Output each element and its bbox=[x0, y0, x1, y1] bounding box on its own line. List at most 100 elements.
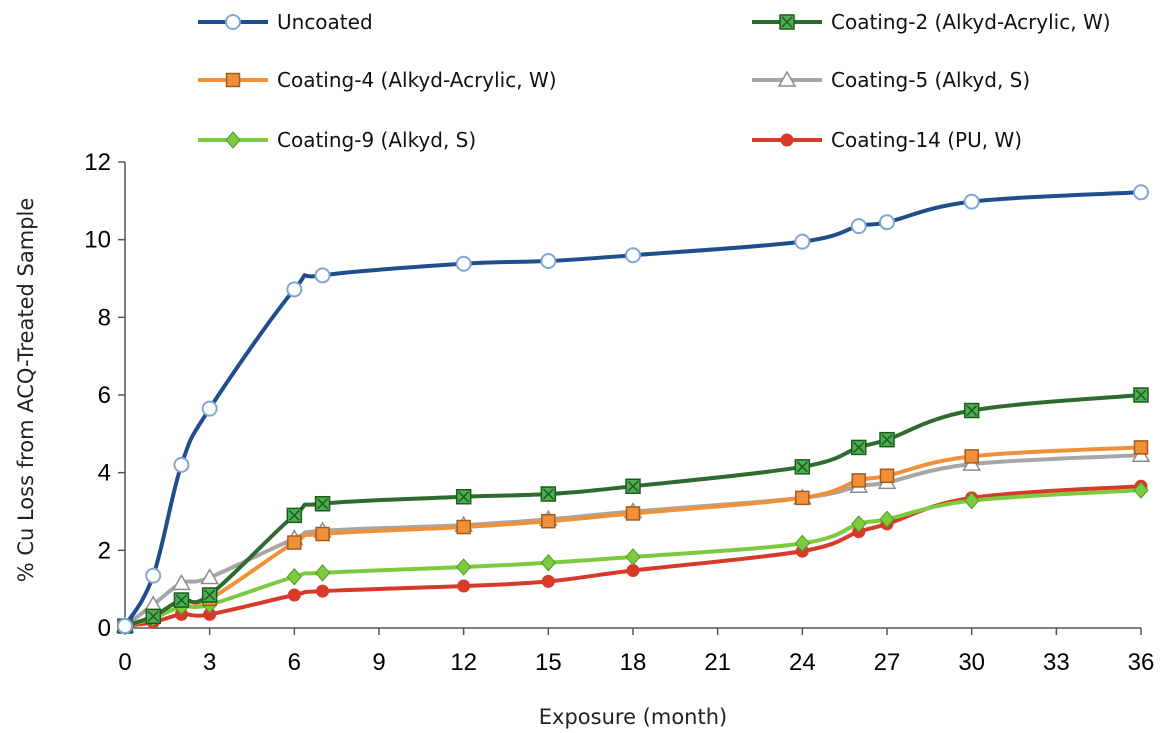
data-point bbox=[456, 558, 472, 576]
data-point bbox=[455, 488, 472, 505]
data-point bbox=[794, 534, 810, 553]
x-tick-label: 21 bbox=[704, 649, 731, 676]
legend-item: Coating-2 (Alkyd-Acrylic, W) bbox=[752, 10, 1111, 34]
data-point bbox=[201, 587, 218, 603]
x-tick-label: 12 bbox=[450, 649, 477, 676]
legend-marker bbox=[780, 133, 794, 147]
legend-item: Coating-14 (PU, W) bbox=[752, 128, 1022, 152]
data-point bbox=[626, 564, 640, 578]
series-2 bbox=[117, 387, 1149, 634]
x-tick-label: 30 bbox=[958, 649, 985, 676]
y-tick-label: 2 bbox=[98, 537, 111, 564]
data-point bbox=[795, 490, 810, 506]
data-point bbox=[173, 592, 190, 608]
legend-item: Uncoated bbox=[198, 10, 373, 34]
legend-label: Coating-14 (PU, W) bbox=[831, 128, 1022, 152]
y-tick-label: 0 bbox=[98, 615, 111, 642]
x-tick-label: 15 bbox=[535, 649, 562, 676]
data-point bbox=[794, 233, 811, 250]
data-point bbox=[879, 214, 895, 231]
data-point bbox=[964, 491, 980, 510]
data-point bbox=[201, 400, 218, 417]
data-point bbox=[314, 495, 331, 512]
data-point bbox=[286, 567, 302, 586]
x-tick-label: 18 bbox=[620, 649, 647, 676]
data-point bbox=[456, 519, 471, 535]
data-point bbox=[315, 526, 330, 542]
marker-cross bbox=[881, 434, 893, 446]
data-point bbox=[173, 456, 190, 473]
data-point bbox=[200, 568, 219, 585]
data-point bbox=[964, 449, 979, 464]
data-point bbox=[172, 573, 191, 591]
data-point bbox=[287, 535, 302, 550]
y-tick-label: 4 bbox=[98, 460, 111, 487]
data-point bbox=[314, 267, 331, 284]
legend-marker bbox=[225, 72, 241, 88]
data-point bbox=[541, 574, 555, 588]
data-point bbox=[625, 478, 641, 495]
data-point bbox=[963, 193, 980, 210]
marker-cross bbox=[853, 441, 865, 453]
y-tick-label: 8 bbox=[98, 304, 111, 331]
data-point bbox=[145, 567, 162, 584]
data-point bbox=[794, 459, 811, 475]
data-point bbox=[963, 402, 980, 419]
data-point bbox=[540, 486, 557, 502]
data-point bbox=[879, 510, 895, 529]
legend: Uncoated Coating-2 (Alkyd-Acrylic, W) Coat… bbox=[198, 10, 1111, 152]
data-point bbox=[457, 579, 471, 593]
data-point bbox=[625, 548, 641, 566]
x-tick-label: 9 bbox=[372, 649, 385, 676]
data-point bbox=[851, 439, 867, 456]
y-axis-title: % Cu Loss from ACQ-Treated Sample bbox=[14, 198, 38, 583]
y-tick-label: 6 bbox=[98, 382, 111, 409]
x-tick-label: 24 bbox=[789, 649, 816, 676]
data-point bbox=[879, 431, 895, 448]
y-tick-label: 10 bbox=[84, 227, 111, 254]
marker-cross bbox=[1135, 389, 1147, 401]
legend-marker bbox=[225, 14, 241, 30]
legend-marker bbox=[777, 70, 797, 87]
x-tick-label: 0 bbox=[118, 649, 131, 676]
x-tick-label: 33 bbox=[1043, 649, 1070, 676]
data-point bbox=[314, 564, 331, 582]
data-point bbox=[145, 608, 161, 625]
data-point bbox=[851, 515, 867, 533]
marker-cross bbox=[458, 491, 470, 503]
marker-cross bbox=[317, 498, 329, 510]
data-point bbox=[540, 253, 557, 270]
series-1 bbox=[117, 184, 1149, 635]
legend-label: Uncoated bbox=[277, 10, 373, 34]
data-point bbox=[455, 255, 472, 272]
data-point bbox=[625, 506, 641, 521]
data-point bbox=[850, 218, 867, 235]
series-layer bbox=[115, 184, 1151, 635]
data-point bbox=[541, 513, 556, 529]
data-point bbox=[1133, 440, 1149, 455]
marker-cross bbox=[147, 610, 159, 622]
marker-cross bbox=[796, 461, 808, 473]
marker-cross bbox=[966, 405, 978, 417]
marker-cross bbox=[542, 488, 554, 500]
x-tick-label: 6 bbox=[288, 649, 301, 676]
legend-label: Coating-9 (Alkyd, S) bbox=[277, 128, 476, 152]
marker-cross bbox=[627, 480, 639, 492]
legend-item: Coating-9 (Alkyd, S) bbox=[198, 128, 476, 152]
x-axis-title: Exposure (month) bbox=[539, 705, 727, 729]
data-point bbox=[625, 247, 641, 264]
y-tick-label: 12 bbox=[84, 149, 111, 176]
legend-marker bbox=[225, 131, 241, 149]
data-point bbox=[1133, 184, 1149, 201]
data-point bbox=[1133, 387, 1149, 403]
data-point bbox=[287, 588, 301, 602]
data-point bbox=[540, 554, 556, 572]
data-point bbox=[879, 468, 895, 484]
marker-cross bbox=[288, 509, 300, 521]
data-point bbox=[286, 281, 303, 298]
marker-cross bbox=[781, 16, 793, 28]
series-4 bbox=[115, 445, 1151, 633]
